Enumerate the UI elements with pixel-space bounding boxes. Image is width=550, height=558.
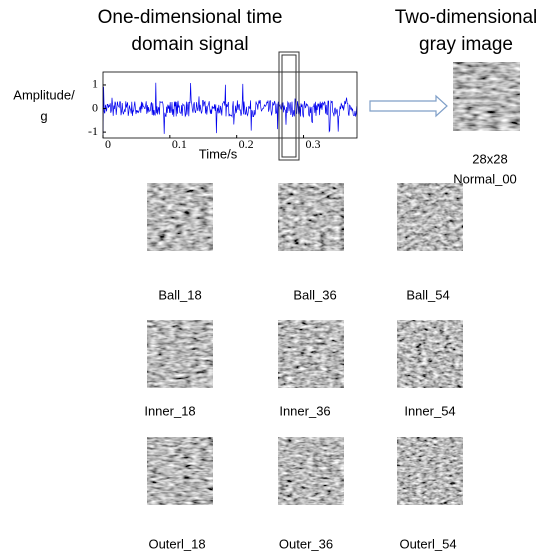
x-tick-label: 0.2 <box>239 137 254 151</box>
window-box <box>281 54 297 158</box>
gray-image <box>397 320 463 388</box>
image-label: Outer_36 <box>279 536 333 551</box>
gray-image <box>397 183 463 251</box>
signal-title: domain signal <box>131 34 248 55</box>
gray-image <box>278 320 344 388</box>
image-label: Outerl_54 <box>399 536 456 551</box>
signal-trace <box>103 82 357 135</box>
gray-image <box>147 437 213 505</box>
class-label: Normal_00 <box>453 171 517 186</box>
image-label: Inner_54 <box>404 403 455 418</box>
x-tick-label: 0.1 <box>172 137 187 151</box>
image-label: Outerl_18 <box>148 536 205 551</box>
x-tick-label: 0.3 <box>306 137 321 151</box>
plot-frame <box>102 71 358 139</box>
image-label: Ball_36 <box>293 287 336 302</box>
gray-image <box>278 183 344 251</box>
image-title: Two-dimensional <box>395 7 538 28</box>
gray-image <box>397 437 463 505</box>
image-label: Ball_18 <box>158 287 201 302</box>
x-tick-label: 0 <box>105 137 111 151</box>
image-label: Inner_36 <box>279 403 330 418</box>
y-label: Amplitude/ <box>13 87 75 102</box>
image-title: gray image <box>419 34 513 55</box>
y-tick-label: -1 <box>88 124 98 138</box>
y-tick-label: 0 <box>92 100 98 114</box>
gray-image <box>147 320 213 388</box>
arrow <box>369 94 448 118</box>
x-label: Time/s <box>199 146 238 161</box>
gray-image <box>147 183 213 251</box>
image-label: Inner_18 <box>144 403 195 418</box>
signal-title: One-dimensional time <box>98 7 283 28</box>
y-label: g <box>40 108 47 123</box>
size-label: 28x28 <box>472 151 507 166</box>
y-tick-label: 1 <box>92 77 98 91</box>
signal <box>103 82 357 135</box>
gray-image <box>453 62 520 131</box>
window-box <box>278 51 300 161</box>
image-label: Ball_54 <box>406 287 449 302</box>
gray-image <box>278 437 344 505</box>
